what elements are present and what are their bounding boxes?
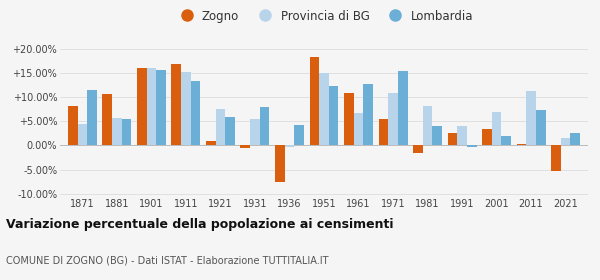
Bar [467, 146, 476, 147]
Bar [206, 141, 215, 146]
Bar [310, 57, 319, 146]
Bar [379, 118, 388, 146]
Text: COMUNE DI ZOGNO (BG) - Dati ISTAT - Elaborazione TUTTITALIA.IT: COMUNE DI ZOGNO (BG) - Dati ISTAT - Elab… [6, 255, 329, 265]
Bar [260, 108, 269, 146]
Bar [482, 129, 492, 146]
Bar [87, 90, 97, 146]
Bar [448, 134, 457, 146]
Bar [137, 68, 146, 146]
Bar [457, 126, 467, 146]
Bar [388, 92, 398, 146]
Bar [156, 70, 166, 146]
Bar [517, 144, 526, 146]
Bar [77, 124, 87, 146]
Bar [226, 116, 235, 146]
Text: Variazione percentuale della popolazione ai censimenti: Variazione percentuale della popolazione… [6, 218, 394, 231]
Bar [364, 84, 373, 146]
Bar [112, 118, 122, 146]
Bar [172, 64, 181, 146]
Bar [68, 106, 77, 146]
Bar [241, 146, 250, 148]
Bar [250, 119, 260, 146]
Bar [103, 94, 112, 146]
Bar [191, 81, 200, 146]
Bar [319, 73, 329, 146]
Bar [284, 146, 295, 147]
Bar [422, 106, 433, 146]
Bar [561, 138, 571, 146]
Legend: Zogno, Provincia di BG, Lombardia: Zogno, Provincia di BG, Lombardia [170, 5, 478, 27]
Bar [433, 126, 442, 146]
Bar [536, 110, 545, 146]
Bar [181, 72, 191, 146]
Bar [295, 125, 304, 146]
Bar [215, 109, 226, 146]
Bar [344, 93, 353, 146]
Bar [329, 86, 338, 146]
Bar [353, 113, 364, 146]
Bar [551, 146, 561, 171]
Bar [146, 69, 156, 146]
Bar [398, 71, 407, 146]
Bar [492, 112, 502, 146]
Bar [526, 91, 536, 146]
Bar [122, 119, 131, 146]
Bar [502, 136, 511, 146]
Bar [275, 146, 284, 181]
Bar [571, 134, 580, 146]
Bar [413, 146, 422, 153]
